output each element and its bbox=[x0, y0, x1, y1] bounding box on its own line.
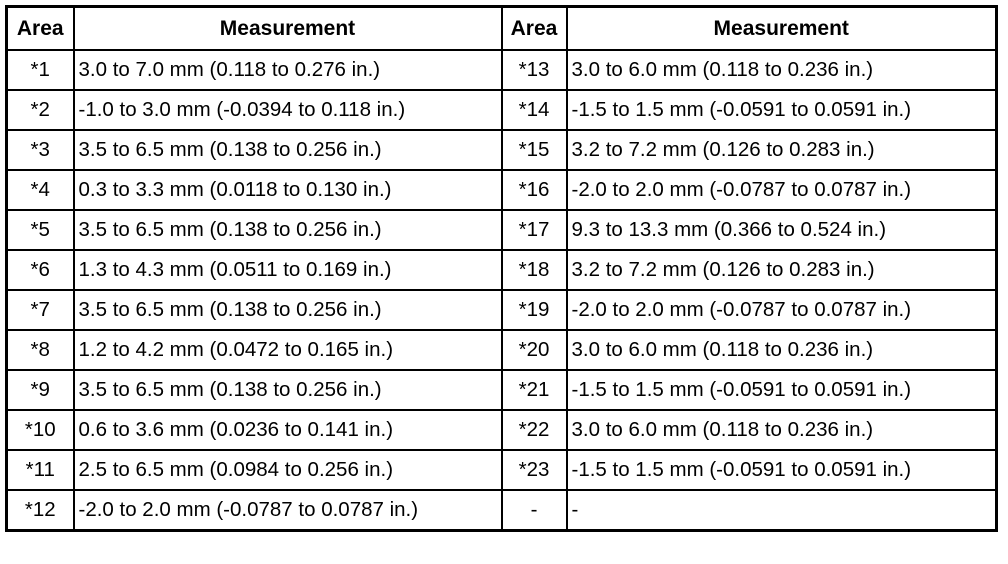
measurement-cell: 1.3 to 4.3 mm (0.0511 to 0.169 in.) bbox=[72, 249, 503, 291]
area-cell: - bbox=[500, 489, 568, 532]
measurement-cell: -2.0 to 2.0 mm (-0.0787 to 0.0787 in.) bbox=[72, 489, 503, 532]
measurement-cell: -1.0 to 3.0 mm (-0.0394 to 0.118 in.) bbox=[72, 89, 503, 131]
header-cell: Area bbox=[500, 5, 568, 51]
measurement-cell: -1.5 to 1.5 mm (-0.0591 to 0.0591 in.) bbox=[565, 449, 998, 491]
area-cell: *23 bbox=[500, 449, 568, 491]
area-cell: *11 bbox=[5, 449, 75, 491]
area-cell: *3 bbox=[5, 129, 75, 171]
table-row: *2 -1.0 to 3.0 mm (-0.0394 to 0.118 in.) *… bbox=[5, 89, 998, 131]
measurement-cell: 0.6 to 3.6 mm (0.0236 to 0.141 in.) bbox=[72, 409, 503, 451]
measurement-cell: 1.2 to 4.2 mm (0.0472 to 0.165 in.) bbox=[72, 329, 503, 371]
measurement-cell: 3.0 to 6.0 mm (0.118 to 0.236 in.) bbox=[565, 49, 998, 91]
area-cell: *17 bbox=[500, 209, 568, 251]
area-cell: *20 bbox=[500, 329, 568, 371]
area-cell: *16 bbox=[500, 169, 568, 211]
measurement-cell: -1.5 to 1.5 mm (-0.0591 to 0.0591 in.) bbox=[565, 89, 998, 131]
area-cell: *14 bbox=[500, 89, 568, 131]
table-row: *9 3.5 to 6.5 mm (0.138 to 0.256 in.) *21-… bbox=[5, 369, 998, 411]
measurement-cell: 3.0 to 6.0 mm (0.118 to 0.236 in.) bbox=[565, 409, 998, 451]
table-row: *6 1.3 to 4.3 mm (0.0511 to 0.169 in.) *18… bbox=[5, 249, 998, 291]
header-cell: Measurement bbox=[565, 5, 998, 51]
header-cell: Area bbox=[5, 5, 75, 51]
area-cell: *6 bbox=[5, 249, 75, 291]
header-row: Area Measurement Area Measurement bbox=[5, 5, 998, 51]
measurement-cell: -1.5 to 1.5 mm (-0.0591 to 0.0591 in.) bbox=[565, 369, 998, 411]
measurement-cell: 3.2 to 7.2 mm (0.126 to 0.283 in.) bbox=[565, 129, 998, 171]
area-cell: *1 bbox=[5, 49, 75, 91]
area-cell: *8 bbox=[5, 329, 75, 371]
table-row: *11 2.5 to 6.5 mm (0.0984 to 0.256 in.) *2… bbox=[5, 449, 998, 491]
area-cell: *4 bbox=[5, 169, 75, 211]
measurement-cell: 3.0 to 7.0 mm (0.118 to 0.276 in.) bbox=[72, 49, 503, 91]
measurement-cell: 3.0 to 6.0 mm (0.118 to 0.236 in.) bbox=[565, 329, 998, 371]
area-cell: *12 bbox=[5, 489, 75, 532]
table-body: *1 3.0 to 7.0 mm (0.118 to 0.276 in.) *13 3… bbox=[5, 49, 998, 532]
area-cell: *7 bbox=[5, 289, 75, 331]
table-container: Area Measurement Area Measurement *1 3.0 to … bbox=[5, 5, 998, 532]
area-cell: *10 bbox=[5, 409, 75, 451]
measurement-cell: 3.2 to 7.2 mm (0.126 to 0.283 in.) bbox=[565, 249, 998, 291]
area-cell: *19 bbox=[500, 289, 568, 331]
measurement-cell: 9.3 to 13.3 mm (0.366 to 0.524 in.) bbox=[565, 209, 998, 251]
area-cell: *22 bbox=[500, 409, 568, 451]
measurement-cell: -2.0 to 2.0 mm (-0.0787 to 0.0787 in.) bbox=[565, 289, 998, 331]
table-row: *12 -2.0 to 2.0 mm (-0.0787 to 0.0787 in.… bbox=[5, 489, 998, 532]
measurement-cell: -2.0 to 2.0 mm (-0.0787 to 0.0787 in.) bbox=[565, 169, 998, 211]
header-cell: Measurement bbox=[72, 5, 503, 51]
measurement-cell: 2.5 to 6.5 mm (0.0984 to 0.256 in.) bbox=[72, 449, 503, 491]
table-row: *4 0.3 to 3.3 mm (0.0118 to 0.130 in.) *16… bbox=[5, 169, 998, 211]
measurement-cell: 3.5 to 6.5 mm (0.138 to 0.256 in.) bbox=[72, 289, 503, 331]
measurement-cell: 3.5 to 6.5 mm (0.138 to 0.256 in.) bbox=[72, 209, 503, 251]
measurement-cell: 3.5 to 6.5 mm (0.138 to 0.256 in.) bbox=[72, 369, 503, 411]
area-cell: *21 bbox=[500, 369, 568, 411]
measurement-cell: - bbox=[565, 489, 998, 532]
table-row: *5 3.5 to 6.5 mm (0.138 to 0.256 in.) *17 9… bbox=[5, 209, 998, 251]
area-cell: *5 bbox=[5, 209, 75, 251]
measurement-cell: 3.5 to 6.5 mm (0.138 to 0.256 in.) bbox=[72, 129, 503, 171]
table-row: *1 3.0 to 7.0 mm (0.118 to 0.276 in.) *13 3… bbox=[5, 49, 998, 91]
table-row: *10 0.6 to 3.6 mm (0.0236 to 0.141 in.) *2… bbox=[5, 409, 998, 451]
area-cell: *2 bbox=[5, 89, 75, 131]
area-cell: *18 bbox=[500, 249, 568, 291]
table-row: *7 3.5 to 6.5 mm (0.138 to 0.256 in.) *19-… bbox=[5, 289, 998, 331]
table-row: *8 1.2 to 4.2 mm (0.0472 to 0.165 in.) *20… bbox=[5, 329, 998, 371]
measurement-table: Area Measurement Area Measurement *1 3.0 to … bbox=[5, 5, 998, 532]
area-cell: *15 bbox=[500, 129, 568, 171]
table-row: *3 3.5 to 6.5 mm (0.138 to 0.256 in.) *15 3… bbox=[5, 129, 998, 171]
area-cell: *9 bbox=[5, 369, 75, 411]
measurement-cell: 0.3 to 3.3 mm (0.0118 to 0.130 in.) bbox=[72, 169, 503, 211]
area-cell: *13 bbox=[500, 49, 568, 91]
